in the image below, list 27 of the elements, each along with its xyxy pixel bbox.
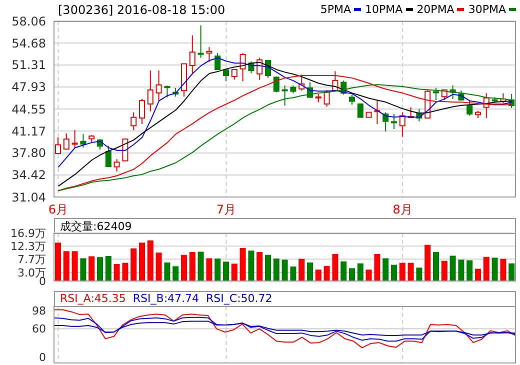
y-tick-label: 58.06 (12, 14, 46, 28)
y-tick-label: 41.17 (12, 124, 46, 138)
y-tick-label: 0 (39, 351, 46, 364)
series-label: RSI_C:50.72 (206, 292, 272, 305)
y-tick-label: 34.42 (12, 168, 46, 182)
y-tick-label: 7.7万 (18, 253, 46, 266)
legend-label: 20PMA (416, 3, 454, 16)
legend-label: 30PMA (468, 3, 506, 16)
y-tick-label: 54.68 (12, 36, 46, 50)
legend-label: 5PMA (320, 3, 352, 16)
series-label: RSI_A:45.35 (60, 292, 126, 305)
x-tick-label: 8月 (392, 202, 412, 217)
y-tick-label: 98 (32, 304, 46, 318)
y-tick-label: 12.3万 (10, 240, 46, 253)
y-tick-label: 31.04 (12, 190, 46, 204)
chart-title: 成交量:62409 (60, 219, 132, 234)
y-tick-label: 37.80 (12, 146, 46, 160)
y-tick-label: 16.9万 (10, 226, 46, 240)
x-tick-label: 6月 (48, 202, 68, 217)
x-tick-label: 7月 (216, 202, 236, 217)
y-tick-label: 51.31 (12, 58, 46, 72)
y-tick-label: 60 (32, 322, 46, 336)
y-tick-label: 44.55 (12, 102, 46, 116)
y-tick-label: 47.93 (12, 80, 46, 94)
chart-title: [300236] 2016-08-18 15:00 (58, 3, 226, 17)
legend-label: 10PMA (365, 3, 403, 16)
series-label: RSI_B:47.74 (132, 292, 200, 305)
